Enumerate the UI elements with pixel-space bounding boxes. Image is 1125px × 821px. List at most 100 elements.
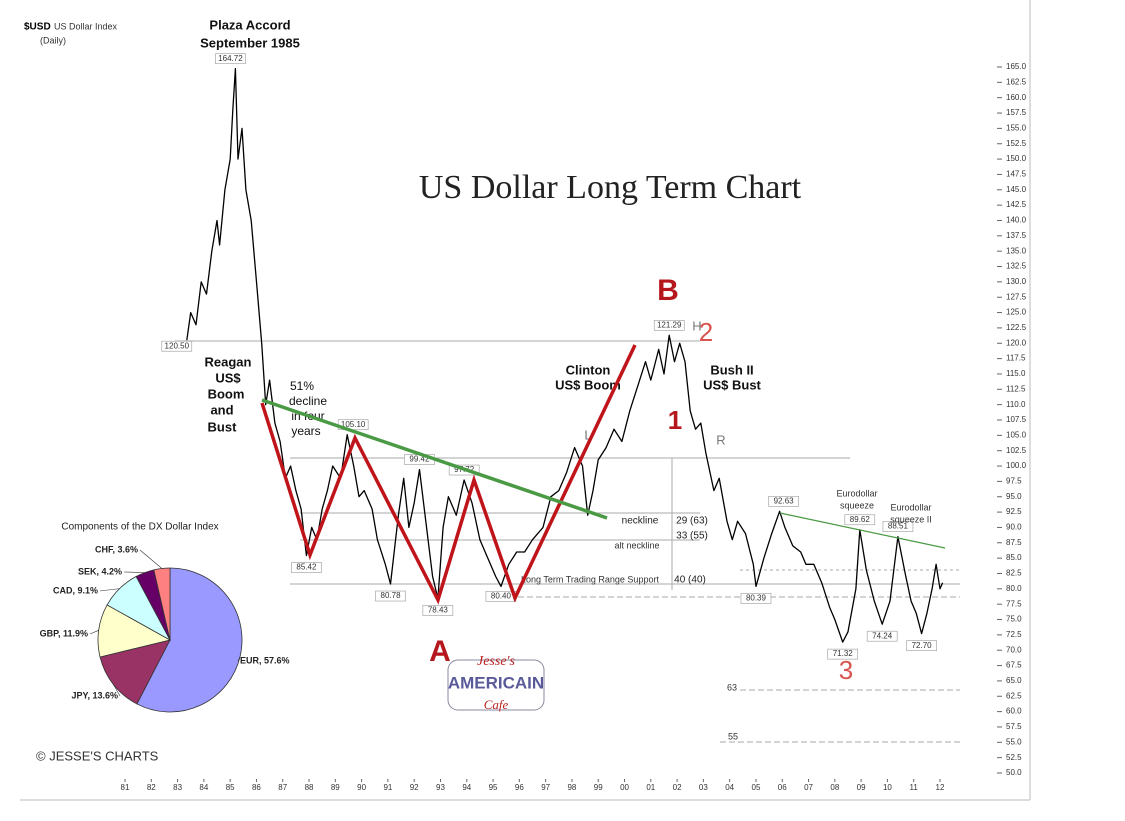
annotation: Bush II: [710, 362, 753, 377]
annotation: 1: [668, 405, 682, 435]
point-label-box: [215, 53, 246, 65]
y-tick-label: 100.0: [1006, 461, 1027, 470]
y-tick-label: 120.0: [1006, 338, 1027, 347]
point-label: 89.62: [850, 515, 871, 524]
annotation: H: [692, 318, 701, 333]
pie-label: CAD, 9.1%: [53, 585, 98, 595]
point-label-box: [291, 562, 322, 573]
x-tick-label: 11: [910, 783, 919, 792]
annotation: Eurodollar: [836, 488, 877, 498]
point-label-box: [161, 340, 193, 352]
annotation: 55: [728, 731, 738, 741]
annotation: squeeze II: [890, 514, 932, 524]
annotation: Bust: [208, 419, 238, 434]
y-tick-label: 52.5: [1006, 753, 1022, 762]
y-tick-label: 107.5: [1006, 415, 1027, 424]
point-label: 121.29: [657, 320, 682, 329]
point-label-box: [422, 605, 454, 616]
point-label: 120.50: [165, 341, 190, 350]
y-tick-label: 97.5: [1006, 477, 1022, 486]
pie: EUR, 57.6% JPY, 13.6% GBP, 11.9% CAD, 9.1% S…: [40, 544, 290, 713]
y-tick-label: 162.5: [1006, 77, 1027, 86]
x-tick-label: 91: [383, 783, 392, 792]
x-tick-label: 89: [331, 783, 340, 792]
y-tick-label: 57.5: [1006, 722, 1022, 731]
w-pattern: [260, 344, 637, 605]
y-tick-label: 77.5: [1006, 599, 1022, 608]
annotation: and: [210, 402, 233, 417]
y-tick-label: 115.0: [1006, 369, 1026, 378]
annotation: 3: [839, 655, 853, 685]
trend-line: [779, 512, 946, 549]
reference-lines: [175, 340, 960, 743]
x-tick-label: 99: [594, 783, 603, 792]
point-label-box: [740, 593, 772, 604]
x-tick-label: 01: [646, 783, 655, 792]
y-tick-label: 130.0: [1006, 277, 1027, 286]
annotation: 2: [699, 317, 713, 347]
annotation: years: [291, 424, 320, 438]
point-label: 88.51: [888, 522, 909, 531]
x-tick-label: 83: [173, 783, 182, 792]
x-tick-label: 05: [752, 783, 761, 792]
y-tick-label: 72.5: [1006, 630, 1022, 639]
point-label: 72.70: [912, 641, 933, 650]
point-label: 105.10: [341, 420, 366, 429]
annotation: Eurodollar: [890, 502, 931, 512]
annotation: A: [429, 635, 451, 668]
logo-text: AMERICAIN: [448, 673, 544, 692]
point-label-box: [844, 514, 876, 526]
y-tick-label: 157.5: [1006, 108, 1027, 117]
y-tick-label: 122.5: [1006, 323, 1027, 332]
point-label: 99.42: [409, 455, 430, 464]
y-tick-label: 165.0: [1006, 62, 1027, 71]
pie-slice: [99, 639, 171, 705]
leader-line: [123, 571, 145, 573]
x-tick-label: 10: [883, 783, 892, 792]
annotation: alt neckline: [614, 540, 659, 550]
period: (Daily): [40, 35, 66, 45]
y-tick-label: 147.5: [1006, 170, 1027, 179]
x-tick-label: 03: [699, 783, 708, 792]
series-name: $USD: [24, 22, 51, 33]
annotation: squeeze: [840, 500, 874, 510]
y-tick-label: 140.0: [1006, 216, 1027, 225]
y-tick-label: 160.0: [1006, 93, 1027, 102]
annotation: L: [584, 427, 591, 442]
x-tick-label: 94: [462, 783, 471, 792]
y-tick-label: 87.5: [1006, 538, 1022, 547]
logo-text: Cafe: [484, 697, 509, 712]
y-tick-label: 137.5: [1006, 231, 1027, 240]
leader-line: [89, 630, 99, 635]
point-label: 71.32: [833, 649, 854, 658]
y-tick-label: 82.5: [1006, 569, 1022, 578]
x-tick-label: 92: [410, 783, 419, 792]
point-label-box: [866, 630, 898, 642]
pie-label: EUR, 57.6%: [240, 655, 290, 665]
x-tick-label: 04: [725, 783, 734, 792]
pie-label: GBP, 11.9%: [40, 628, 88, 638]
x-tick-label: 09: [857, 783, 866, 792]
annotation: 51%: [290, 379, 314, 393]
y-tick-label: 80.0: [1006, 584, 1022, 593]
point-label: 80.40: [491, 591, 512, 600]
y-tick-label: 67.5: [1006, 661, 1022, 670]
y-tick-label: 135.0: [1006, 246, 1027, 255]
x-tick-label: 90: [357, 783, 366, 792]
pie-label: JPY, 13.6%: [71, 690, 118, 700]
logo-text: Jesse's: [477, 654, 516, 669]
y-tick-label: 95.0: [1006, 492, 1022, 501]
leader-line: [113, 684, 121, 697]
leader-line: [237, 656, 241, 662]
x-tick-label: 00: [620, 783, 629, 792]
pie-label: CHF, 3.6%: [95, 544, 138, 554]
y-tick-label: 110.0: [1006, 400, 1026, 409]
x-tick-label: 88: [305, 783, 314, 792]
y-tick-label: 127.5: [1006, 292, 1027, 301]
annotation: R: [716, 432, 725, 447]
x-tick-label: 86: [252, 783, 261, 792]
point-label: 85.42: [296, 563, 317, 572]
annotation: US$ Boom: [555, 377, 621, 392]
point-label: 92.63: [774, 496, 795, 505]
pie-title: Components of the DX Dollar Index: [61, 522, 218, 533]
